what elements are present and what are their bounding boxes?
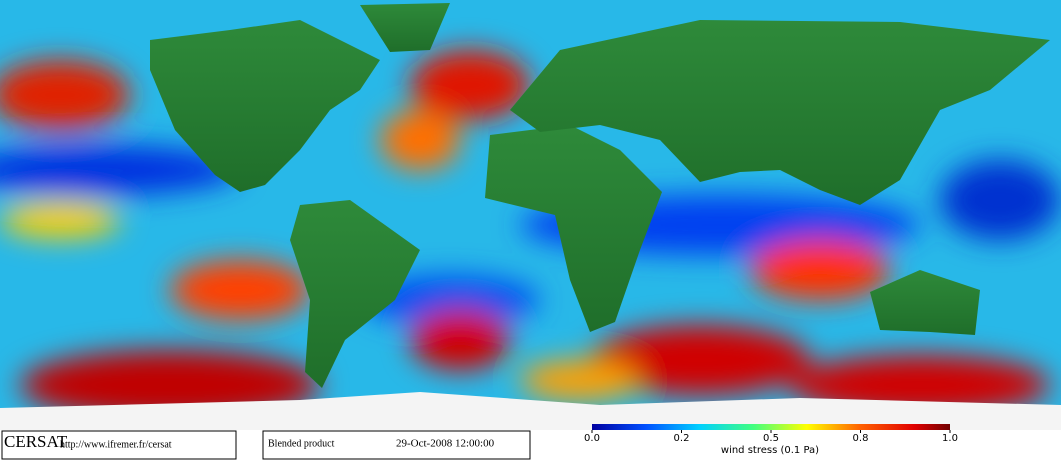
colorbar-tick-label: 0.2 bbox=[674, 433, 690, 444]
product-box bbox=[262, 430, 531, 460]
colorbar bbox=[592, 424, 950, 430]
colorbar-tick-label: 0.5 bbox=[763, 433, 779, 444]
product-name: Blended product bbox=[268, 438, 335, 449]
colorbar-tick-label: 0.0 bbox=[584, 433, 600, 444]
logo: CERSAT bbox=[4, 432, 68, 451]
product-date: 29-Oct-2008 12:00:00 bbox=[396, 438, 495, 450]
colorbar-label: wind stress (0.1 Pa) bbox=[721, 445, 819, 456]
url: http://www.ifremer.fr/cersat bbox=[60, 439, 172, 450]
colorbar-tick-label: 0.8 bbox=[853, 433, 869, 444]
colorbar-tick-label: 1.0 bbox=[942, 433, 958, 444]
land bbox=[150, 3, 1050, 388]
antarctica bbox=[0, 392, 1061, 430]
logo-box bbox=[1, 430, 237, 460]
